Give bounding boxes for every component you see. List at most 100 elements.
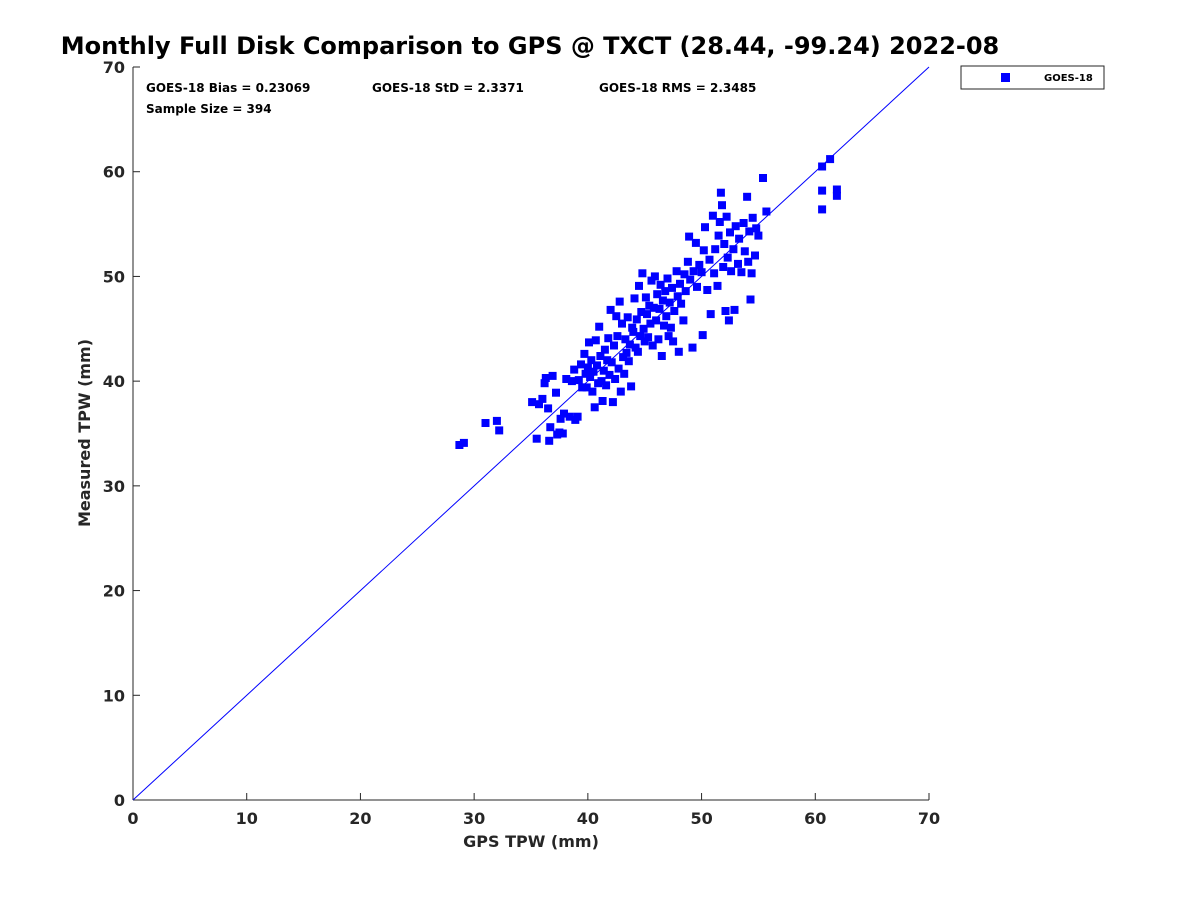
data-point [636, 332, 645, 341]
data-point [622, 348, 631, 357]
data-point [656, 280, 665, 289]
x-tick-label: 0 [127, 809, 138, 828]
data-point [727, 267, 736, 276]
data-point [552, 388, 560, 397]
data-point [607, 358, 616, 367]
data-point [697, 268, 706, 277]
data-point [637, 308, 646, 316]
data-point [635, 281, 643, 290]
data-point [672, 267, 681, 276]
data-point [647, 276, 656, 285]
data-point [618, 319, 626, 328]
data-point [645, 301, 654, 310]
legend: GOES-18 [960, 65, 1105, 90]
data-point [455, 441, 464, 449]
one-to-one-reference-line [132, 66, 930, 801]
data-point [582, 383, 591, 392]
data-point [481, 419, 490, 427]
data-point [629, 327, 638, 336]
legend-marker [1001, 73, 1010, 82]
data-point [679, 316, 688, 325]
data-point [604, 334, 613, 343]
bias-stat-label: GOES-18 Bias = 0.23069 [146, 81, 310, 95]
y-tick-label: 20 [103, 582, 125, 601]
data-point [662, 312, 671, 321]
data-point [587, 356, 596, 365]
chart-title: Monthly Full Disk Comparison to GPS @ TX… [61, 32, 1000, 60]
x-tick-label: 50 [690, 809, 712, 828]
data-point [670, 307, 679, 315]
data-point [673, 292, 682, 301]
data-point [586, 373, 595, 381]
y-tick-label: 40 [103, 372, 125, 391]
data-point [588, 387, 597, 396]
data-point [715, 218, 724, 226]
data-point [654, 335, 663, 344]
data-point [560, 409, 568, 418]
data-point [759, 174, 767, 182]
std-stat-label: GOES-18 StD = 2.3371 [372, 81, 524, 95]
data-point [649, 303, 658, 312]
data-point [621, 335, 630, 344]
data-point [710, 269, 719, 278]
data-point [689, 267, 698, 276]
data-point [541, 374, 550, 382]
data-point [616, 387, 625, 396]
data-point [631, 343, 640, 352]
data-point [703, 286, 712, 294]
y-tick-label: 10 [103, 686, 125, 705]
data-point [639, 324, 648, 333]
data-point [556, 414, 565, 423]
data-point [610, 341, 618, 350]
data-point [730, 305, 739, 314]
data-point [632, 315, 641, 324]
data-point [723, 253, 732, 262]
data-point [718, 201, 726, 210]
data-point [596, 352, 605, 360]
data-point [623, 313, 632, 322]
data-point [630, 294, 639, 303]
data-point [818, 162, 827, 171]
data-point [600, 345, 609, 354]
data-point [620, 369, 629, 378]
data-point [619, 353, 628, 362]
data-point [573, 412, 582, 421]
data-point [528, 398, 537, 407]
data-point [740, 247, 749, 256]
data-point [546, 423, 555, 432]
data-point [746, 295, 755, 304]
data-point [680, 270, 689, 279]
x-tick-label: 30 [463, 809, 485, 828]
data-point [706, 310, 715, 319]
data-point [739, 219, 748, 227]
data-point [698, 331, 707, 340]
data-point [683, 257, 692, 266]
data-point [535, 400, 543, 409]
data-point [570, 365, 579, 374]
data-point [832, 185, 841, 194]
data-point [650, 272, 659, 281]
data-point [495, 426, 504, 435]
data-point [674, 347, 683, 356]
data-point [558, 429, 567, 438]
y-axis-ticks: 0 10 20 30 40 50 60 70 [103, 58, 140, 810]
data-point [578, 383, 587, 392]
data-point [633, 347, 642, 356]
data-point [686, 275, 695, 284]
data-point [691, 238, 700, 247]
data-point [744, 257, 753, 266]
data-point [548, 371, 557, 380]
data-point [724, 316, 733, 325]
data-point [574, 376, 583, 385]
data-point [605, 370, 614, 379]
x-tick-label: 20 [349, 809, 371, 828]
data-point [577, 360, 585, 369]
data-point [540, 379, 549, 388]
data-point [748, 213, 757, 222]
y-tick-label: 70 [103, 58, 125, 77]
data-point [705, 255, 714, 264]
data-point [613, 332, 622, 341]
data-point [655, 304, 664, 313]
data-point [581, 369, 590, 378]
